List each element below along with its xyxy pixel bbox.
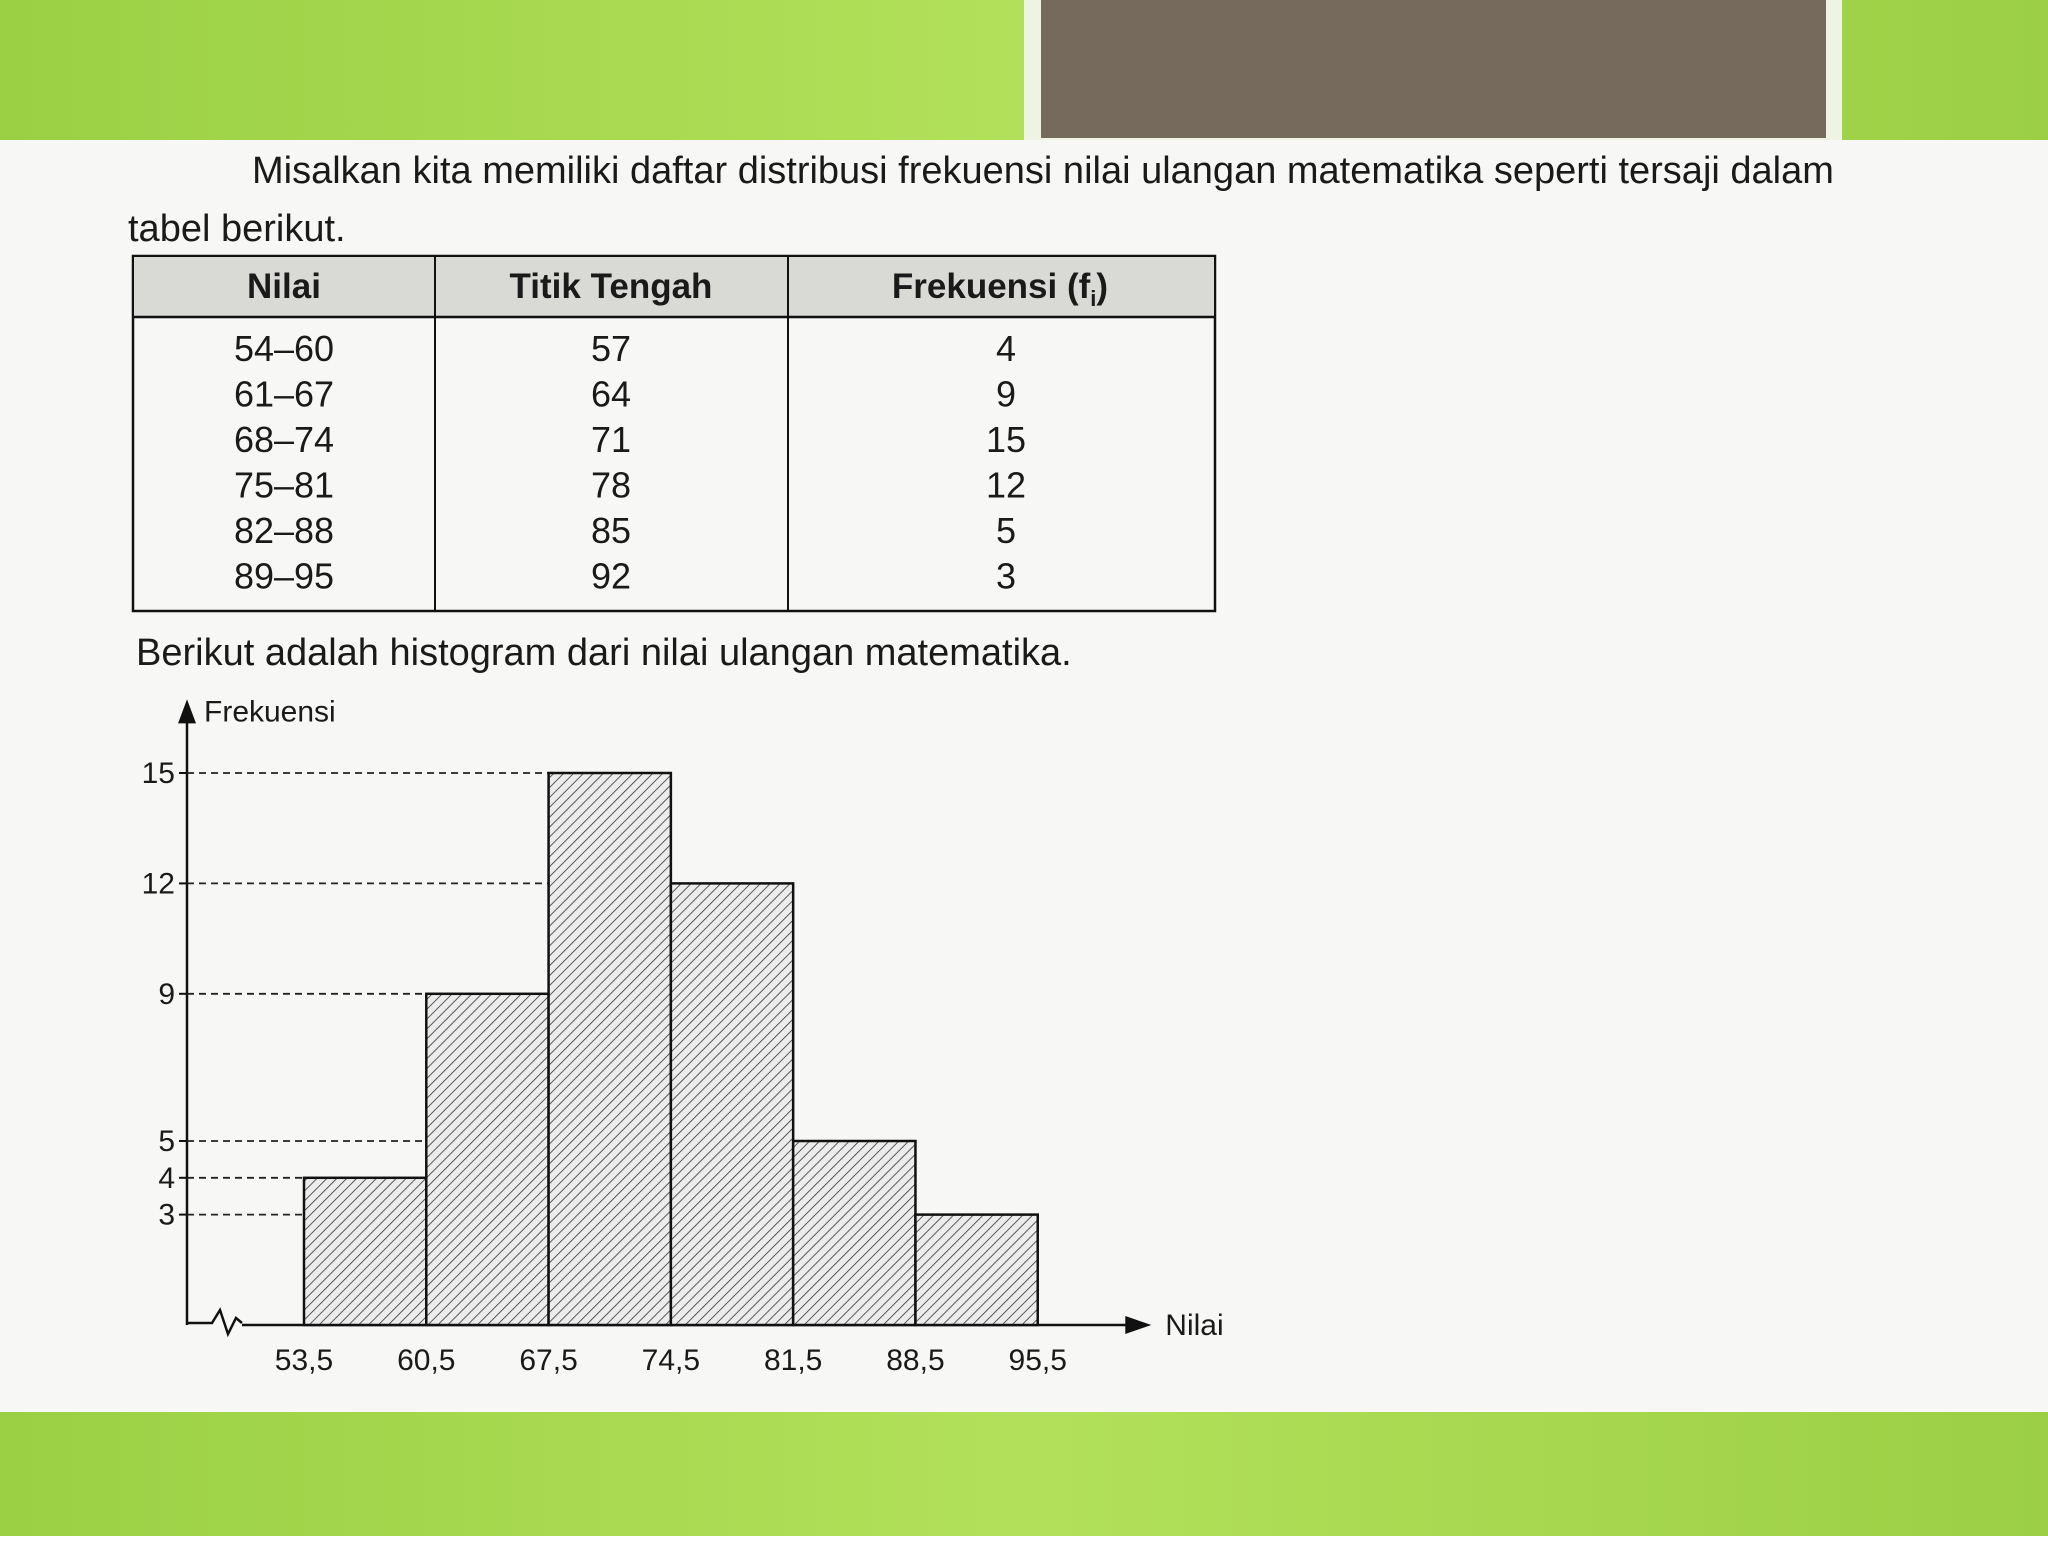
bar [669,882,795,1327]
table-cell: 85 [591,510,631,551]
bar [791,1139,917,1327]
intro-line: Misalkan kita memiliki daftar distribusi… [252,150,1834,192]
y-tick-label: 15 [142,757,175,790]
x-tick-label: 67,5 [519,1344,577,1377]
table-cell: 82–88 [234,510,334,551]
header-text: Frekuensi (f [892,267,1091,306]
bar [302,1176,428,1327]
intro-line: tabel berikut. [128,208,346,250]
table-cell: 64 [591,374,631,415]
x-axis-label: Nilai [1165,1309,1223,1342]
histogram-intro: Berikut adalah histogram dari nilai ulan… [136,632,1072,674]
bar [425,992,550,1327]
y-tick-label: 3 [158,1199,175,1232]
x-tick-label: 53,5 [275,1344,333,1377]
gray-box [1041,0,1826,138]
y-tick-label: 5 [158,1125,175,1158]
table-cell: 54–60 [234,328,334,369]
y-axis-arrow [178,699,196,724]
table-cell: 4 [996,328,1016,369]
x-tick-label: 81,5 [764,1344,822,1377]
header-text: ) [1096,267,1108,306]
table-cell: 5 [996,510,1016,551]
table-header: Titik Tengah [510,267,713,306]
x-tick-label: 60,5 [397,1344,455,1377]
table-cell: 71 [591,419,631,460]
table-cell: 89–95 [234,556,334,597]
x-axis-arrow [1125,1316,1152,1334]
table-cell: 75–81 [234,465,334,506]
table-header-bg [134,257,1214,317]
table-cell: 9 [996,374,1016,415]
y-tick-label: 9 [158,978,175,1011]
table-cell: 57 [591,328,631,369]
y-tick-label: 4 [158,1162,175,1195]
bar [547,771,673,1327]
header-sub: i [1090,286,1096,311]
x-tick-label: 88,5 [886,1344,944,1377]
x-tick-label: 95,5 [1009,1344,1067,1377]
bar [914,1213,1039,1327]
table-header: Nilai [247,267,321,306]
table-cell: 92 [591,556,631,597]
y-axis-label: Frekuensi [204,695,336,728]
x-tick-label: 74,5 [642,1344,700,1377]
table-cell: 78 [591,465,631,506]
table-border [131,254,1217,613]
table-cell: 68–74 [234,419,334,460]
table-cell: 12 [986,465,1026,506]
table-cell: 15 [986,419,1026,460]
axis-break [187,1307,243,1338]
table-header: Frekuensi (fi) [892,267,1108,311]
table-cell: 61–67 [234,374,334,415]
y-tick-label: 12 [142,867,175,900]
table-cell: 3 [996,556,1016,597]
